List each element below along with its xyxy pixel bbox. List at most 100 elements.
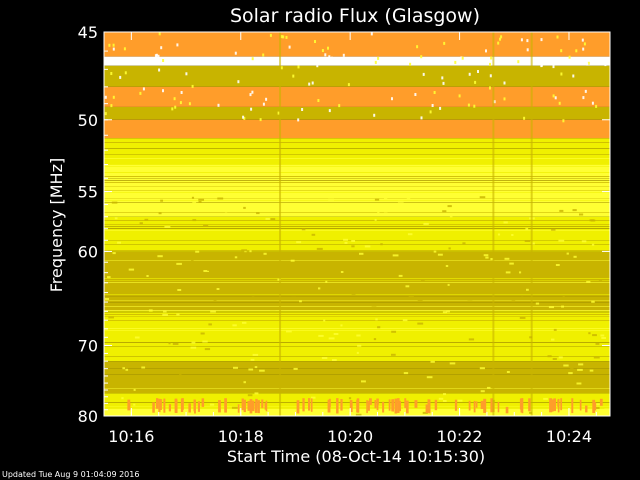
spectrogram-speckle xyxy=(406,197,411,200)
y-tick-label: 80 xyxy=(78,407,98,426)
spectrogram-speckle xyxy=(227,284,234,287)
spectrogram-row xyxy=(104,164,610,165)
spectrogram-row xyxy=(104,328,610,329)
spectrogram-burst xyxy=(394,398,398,414)
spectrogram-speckle xyxy=(188,193,194,196)
spectrogram-speckle xyxy=(224,210,228,213)
spectrogram-fleck xyxy=(104,112,107,116)
spectrogram-fleck xyxy=(171,107,174,111)
y-tick-label: 50 xyxy=(78,111,98,130)
spectrogram-speckle xyxy=(254,366,258,369)
spectrogram-burst xyxy=(243,399,246,413)
spectrogram-speckle xyxy=(402,319,408,322)
spectrogram-speckle xyxy=(440,203,444,206)
spectrogram-speckle xyxy=(581,240,587,243)
spectrogram-speckle xyxy=(600,334,605,337)
spectrogram-row xyxy=(104,338,610,339)
spectrogram-speckle xyxy=(361,380,366,383)
spectrogram-speckle xyxy=(462,242,466,245)
spectrogram-fleck xyxy=(497,41,500,45)
spectrogram-burst xyxy=(247,401,251,411)
spectrogram-speckle xyxy=(373,338,377,341)
scan-boundary xyxy=(492,32,495,416)
frequency-band xyxy=(104,65,610,87)
spectrogram-speckle xyxy=(377,211,380,214)
spectrogram-burst xyxy=(302,398,305,412)
spectrogram-speckle xyxy=(375,318,378,321)
spectrogram-row xyxy=(104,332,610,333)
spectrogram-speckle xyxy=(374,192,380,195)
spectrogram-fleck xyxy=(311,81,314,85)
spectrogram-fleck xyxy=(526,39,529,43)
spectrogram-fleck xyxy=(461,56,464,60)
spectrogram-row xyxy=(104,148,610,149)
spectrogram-burst xyxy=(254,403,258,413)
spectrogram-speckle xyxy=(195,250,200,253)
spectrogram-fleck xyxy=(420,116,423,120)
spectrogram-speckle xyxy=(112,252,116,255)
spectrogram-speckle xyxy=(293,367,298,370)
spectrogram-speckle xyxy=(254,392,259,395)
spectrogram-fleck xyxy=(503,97,506,101)
spectrogram-row xyxy=(104,244,610,245)
spectrogram-burst xyxy=(520,398,523,413)
spectrogram-fleck xyxy=(485,49,487,53)
spectrogram-row xyxy=(104,180,610,181)
spectrogram-speckle xyxy=(548,306,555,309)
spectrogram-speckle xyxy=(422,409,426,412)
spectrogram-burst xyxy=(188,403,191,413)
spectrogram-speckle xyxy=(417,299,423,302)
spectrogram-fleck xyxy=(370,32,373,36)
spectrogram-fleck xyxy=(110,72,113,75)
spectrogram-burst xyxy=(404,398,407,409)
spectrogram-speckle xyxy=(468,338,475,341)
spectrogram-fleck xyxy=(328,55,331,59)
spectrogram-burst xyxy=(454,399,458,411)
spectrogram-row xyxy=(104,314,610,315)
spectrogram-row xyxy=(104,202,610,203)
spectrogram-speckle xyxy=(449,215,453,218)
spectrogram-speckle xyxy=(344,241,348,244)
spectrogram-fleck xyxy=(556,35,559,39)
spectrogram-speckle xyxy=(412,206,418,209)
spectrogram-fleck xyxy=(467,103,470,107)
spectrogram-fleck xyxy=(422,72,425,76)
spectrogram-row xyxy=(104,320,610,321)
spectrogram-row xyxy=(104,172,610,173)
spectrogram-fleck xyxy=(185,72,188,76)
spectrogram-fleck xyxy=(158,32,161,36)
spectrogram-speckle xyxy=(447,283,450,286)
spectrogram-speckle xyxy=(316,247,323,250)
spectrogram-row xyxy=(104,278,610,279)
spectrogram-fleck xyxy=(604,63,607,67)
spectrogram-burst xyxy=(310,398,313,412)
spectrogram-speckle xyxy=(519,316,526,319)
spectrogram-speckle xyxy=(525,228,529,230)
spectrogram-burst xyxy=(473,400,476,413)
spectrogram-row xyxy=(104,212,610,213)
footer-updated-text: Updated Tue Aug 9 01:04:09 2016 xyxy=(2,470,139,479)
spectrogram-speckle xyxy=(340,271,344,273)
y-tick-label: 60 xyxy=(78,242,98,261)
spectrogram-fleck xyxy=(108,43,111,47)
spectrogram-row xyxy=(104,154,610,155)
chart-title: Solar radio Flux (Glasgow) xyxy=(230,5,480,27)
spectrogram-speckle xyxy=(576,382,582,385)
spectrogram-fleck xyxy=(328,109,331,113)
spectrogram-row xyxy=(104,296,610,297)
spectrogram-speckle xyxy=(513,289,519,292)
spectrogram-speckle xyxy=(142,389,146,392)
spectrogram-speckle xyxy=(479,367,485,370)
spectrogram-fleck xyxy=(173,97,176,101)
spectrogram-burst xyxy=(480,400,484,409)
spectrogram-fleck xyxy=(321,49,324,52)
spectrogram-fleck xyxy=(540,38,543,42)
spectrogram-burst xyxy=(391,399,394,412)
spectrogram-speckle xyxy=(529,336,533,339)
spectrogram-fleck xyxy=(251,90,254,94)
spectrogram-speckle xyxy=(457,399,463,402)
spectrogram-speckle xyxy=(123,366,126,369)
spectrogram-speckle xyxy=(217,197,224,200)
spectrogram-speckle xyxy=(505,271,511,274)
spectrogram-speckle xyxy=(208,323,212,326)
